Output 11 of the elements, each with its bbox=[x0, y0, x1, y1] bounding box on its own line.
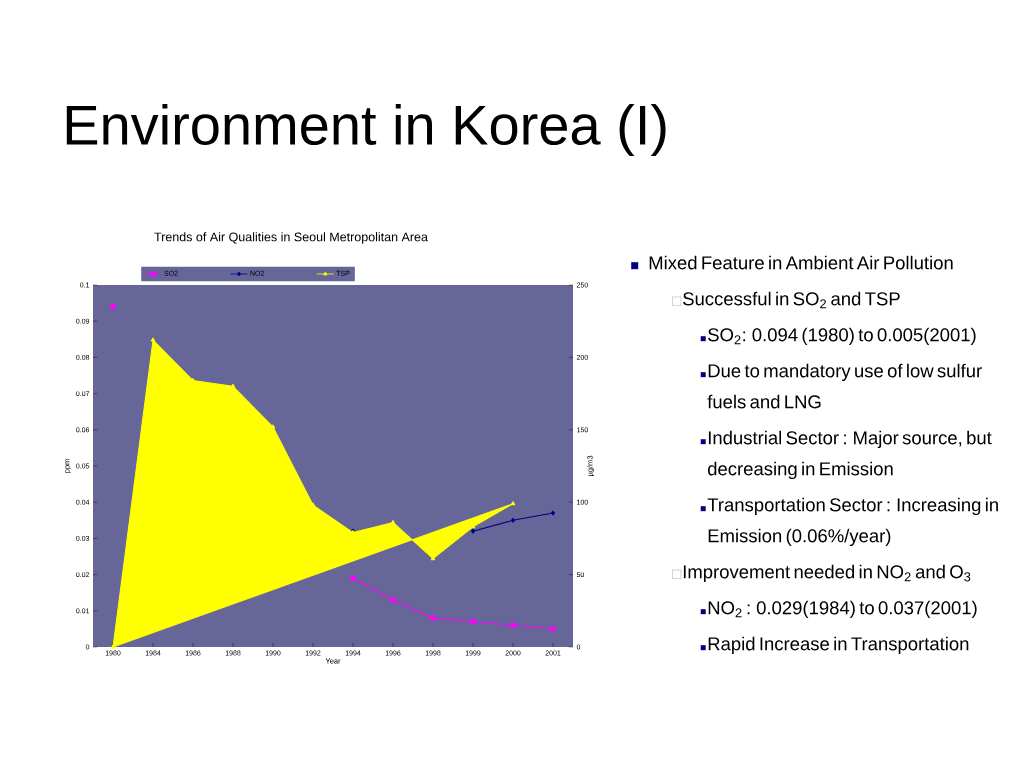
text: Improvement needed in NO$_{2}$ and O$_{3}$ bbox=[683, 564, 971, 583]
text: Successful in SO$_{2}$ and TSP bbox=[683, 291, 900, 309]
text: Due to mandatory use of low sulfur fuels and LNG bbox=[707, 363, 982, 409]
text: Rapid Increase in Transportation bbox=[708, 636, 969, 655]
chart-subtitle: Trends of Air Qualities in Seoul Metropolitan Area bbox=[154, 232, 428, 244]
text: SO$_{2}$: 0.094 (1980) to 0.005(2001) bbox=[708, 327, 976, 346]
text: Mixed Feature in Ambient Air Pollution bbox=[649, 255, 953, 270]
text: NO$_{2}$ : 0.029(1984) to 0.037(2001) bbox=[708, 600, 977, 619]
chart-title: Environment in Korea (I) bbox=[66, 103, 666, 157]
text: Industrial Sector : Major source, but decreasing in Emission bbox=[707, 430, 992, 480]
text: Transportation Sector : Increasing in Emission (0.06%/year) bbox=[707, 497, 998, 547]
